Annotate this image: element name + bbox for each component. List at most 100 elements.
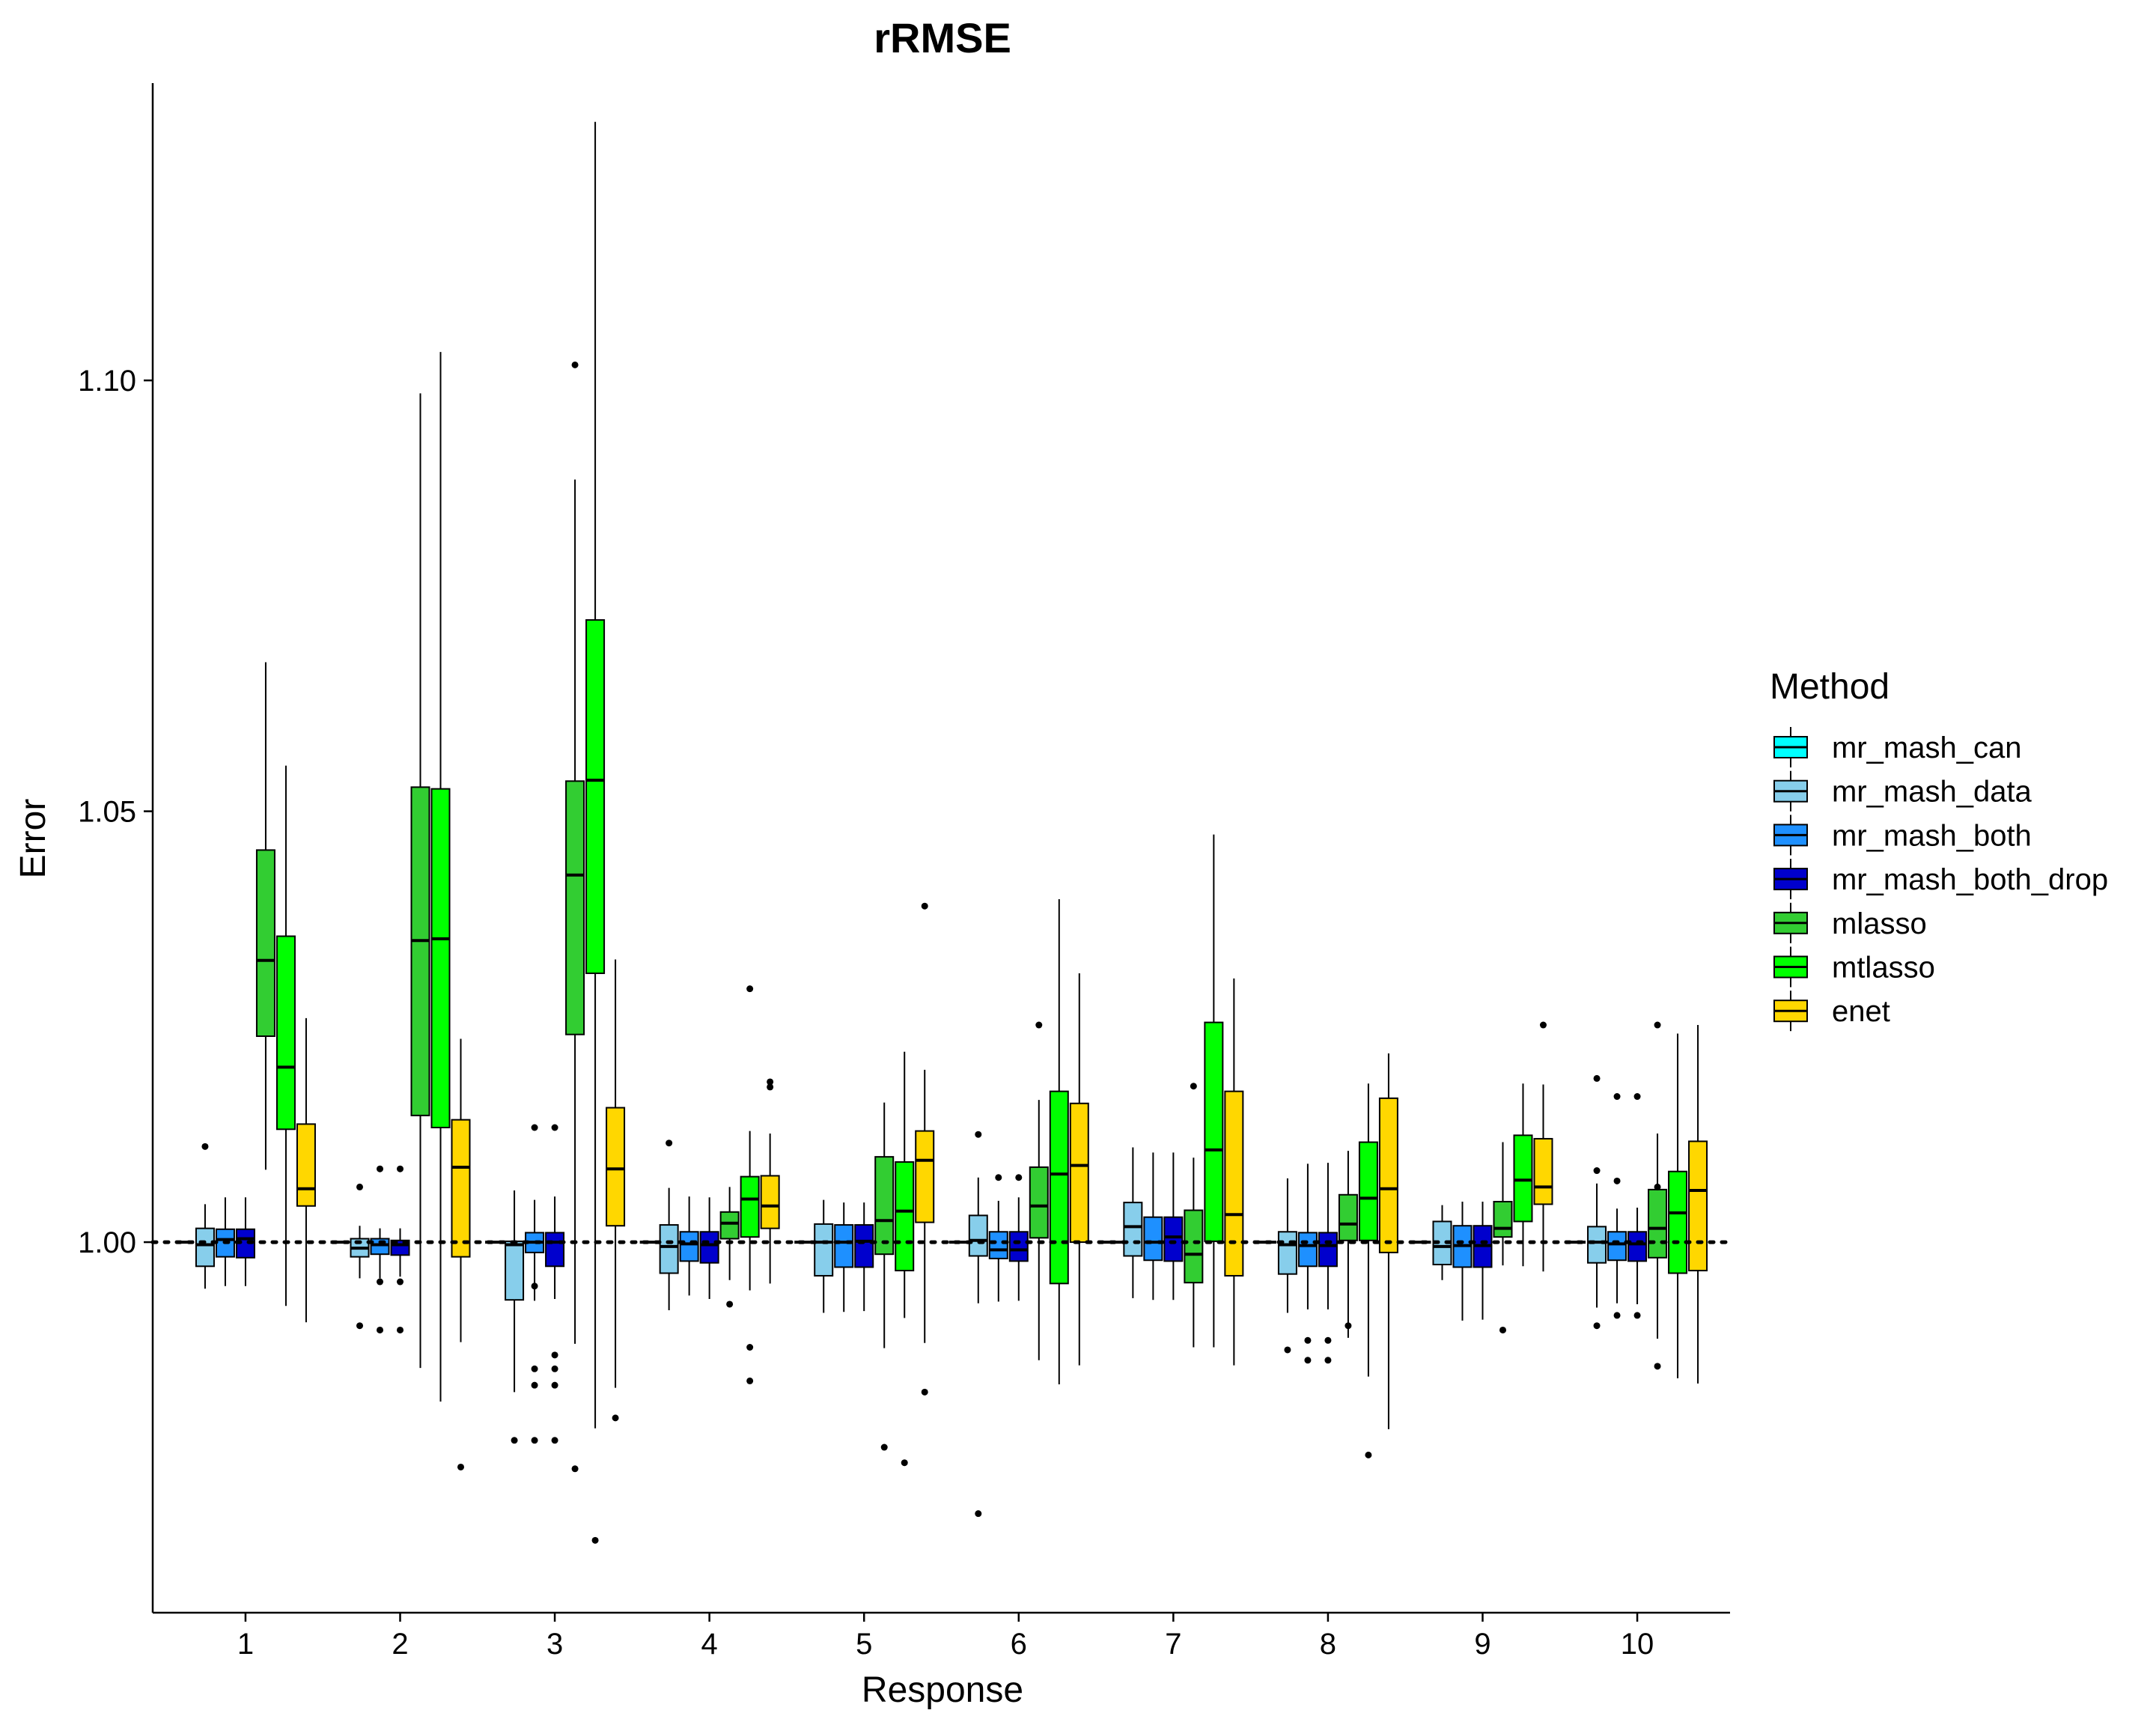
box-rect xyxy=(1008,1231,1029,1262)
box-rect xyxy=(275,935,296,1131)
box-mtlasso-9 xyxy=(1513,1083,1533,1267)
outlier-point xyxy=(356,1183,364,1190)
box-rect xyxy=(1029,1166,1049,1239)
box-mlasso-8 xyxy=(1338,1151,1358,1338)
box-mr_mash_both_drop-2 xyxy=(390,1165,410,1333)
box-mr_mash_data-3 xyxy=(505,1190,525,1444)
box-mtlasso-6 xyxy=(1049,898,1069,1384)
box-mr_mash_both-8 xyxy=(1297,1163,1318,1364)
box-mtlasso-8 xyxy=(1358,1083,1378,1458)
outlier-point xyxy=(591,1536,599,1544)
x-tick-label: 7 xyxy=(1165,1628,1181,1661)
outlier-point xyxy=(901,1459,908,1467)
outlier-point xyxy=(921,902,928,910)
legend-label: mr_mash_data xyxy=(1832,776,2032,809)
outlier-point xyxy=(767,1083,774,1091)
x-tick-label: 10 xyxy=(1621,1628,1654,1661)
box-rect xyxy=(1688,1140,1708,1272)
box-enet-5 xyxy=(915,902,935,1396)
legend-label: mlasso xyxy=(1832,907,1927,940)
box-mlasso-3 xyxy=(565,361,585,1473)
y-tick-label: 1.10 xyxy=(78,365,136,398)
y-axis-label: Error xyxy=(13,799,53,879)
box-rect xyxy=(968,1214,988,1257)
box-rect xyxy=(1668,1170,1688,1274)
box-rect xyxy=(719,1211,740,1240)
outlier-point xyxy=(1304,1336,1312,1344)
box-rect xyxy=(1648,1188,1668,1259)
box-rect xyxy=(1493,1200,1513,1238)
outlier-point xyxy=(356,1322,364,1330)
box-rect xyxy=(854,1224,874,1268)
box-rect xyxy=(1184,1209,1204,1284)
legend-item-enet: enet xyxy=(1773,991,1890,1032)
x-tick-label: 8 xyxy=(1320,1628,1336,1661)
box-rect xyxy=(1297,1232,1318,1268)
box-rect xyxy=(1123,1202,1143,1257)
box-mr_mash_data-4 xyxy=(659,1140,679,1311)
outlier-point xyxy=(1613,1312,1621,1319)
x-tick-label: 2 xyxy=(392,1628,408,1661)
box-rect xyxy=(1358,1141,1378,1241)
box-mlasso-7 xyxy=(1184,1083,1204,1348)
outlier-point xyxy=(1633,1312,1641,1319)
outlier-point xyxy=(1284,1346,1291,1354)
box-rect xyxy=(1069,1102,1089,1244)
legend-item-mr_mash_can: mr_mash_can xyxy=(1773,727,2021,767)
box-mr_mash_both-3 xyxy=(525,1124,545,1444)
outlier-point xyxy=(1593,1167,1601,1175)
box-mr_mash_both-5 xyxy=(834,1202,854,1312)
box-rect xyxy=(1513,1134,1533,1223)
box-mr_mash_both-4 xyxy=(679,1196,699,1296)
outlier-point xyxy=(377,1278,384,1286)
outlier-point xyxy=(1593,1322,1601,1330)
box-mr_mash_both_drop-7 xyxy=(1163,1152,1184,1300)
box-rect xyxy=(1163,1216,1184,1262)
box-rect xyxy=(1627,1231,1648,1262)
x-tick-label: 5 xyxy=(856,1628,872,1661)
chart-title: rRMSE xyxy=(874,14,1011,61)
box-rect xyxy=(545,1232,565,1268)
outlier-point xyxy=(666,1140,673,1147)
box-rect xyxy=(915,1130,935,1223)
box-rect xyxy=(834,1224,854,1268)
outlier-point xyxy=(921,1388,928,1396)
box-mr_mash_data-10 xyxy=(1587,1074,1607,1330)
box-rect xyxy=(296,1123,316,1207)
box-mtlasso-4 xyxy=(740,985,760,1384)
outlier-point xyxy=(377,1326,384,1333)
box-mr_mash_both_drop-9 xyxy=(1473,1201,1493,1320)
box-mr_mash_both-2 xyxy=(370,1165,390,1333)
outlier-point xyxy=(612,1414,619,1422)
outlier-point xyxy=(767,1078,774,1086)
box-mtlasso-10 xyxy=(1668,1033,1688,1378)
box-rect xyxy=(585,619,606,974)
box-rect xyxy=(255,849,275,1037)
x-axis-label: Response xyxy=(862,1670,1023,1710)
box-rect xyxy=(740,1175,760,1238)
x-tick-label: 1 xyxy=(237,1628,254,1661)
box-rect xyxy=(699,1231,719,1264)
outlier-point xyxy=(397,1278,404,1286)
box-mtlasso-3 xyxy=(585,121,606,1544)
outlier-point xyxy=(1593,1074,1601,1082)
axes: 1.00 1.05 1.10 1 2 3 4 5 6 7 8 9 10 xyxy=(78,83,1730,1661)
box-enet-4 xyxy=(760,1078,780,1284)
box-rect xyxy=(606,1107,626,1227)
outlier-point xyxy=(1324,1336,1332,1344)
box-mtlasso-5 xyxy=(895,1051,915,1467)
x-tick-label: 3 xyxy=(546,1628,563,1661)
box-enet-3 xyxy=(606,959,626,1422)
outlier-point xyxy=(1324,1357,1332,1364)
box-rect xyxy=(814,1223,834,1277)
box-rect xyxy=(430,788,451,1128)
x-tick-label: 4 xyxy=(701,1628,718,1661)
outlier-point xyxy=(531,1381,538,1389)
outlier-point xyxy=(1539,1021,1547,1029)
box-rect xyxy=(988,1231,1008,1259)
outlier-point xyxy=(1654,1183,1661,1190)
legend-item-mlasso: mlasso xyxy=(1773,902,1927,943)
box-mlasso-9 xyxy=(1493,1142,1513,1333)
box-mr_mash_both-10 xyxy=(1607,1093,1627,1319)
outlier-point xyxy=(397,1326,404,1333)
